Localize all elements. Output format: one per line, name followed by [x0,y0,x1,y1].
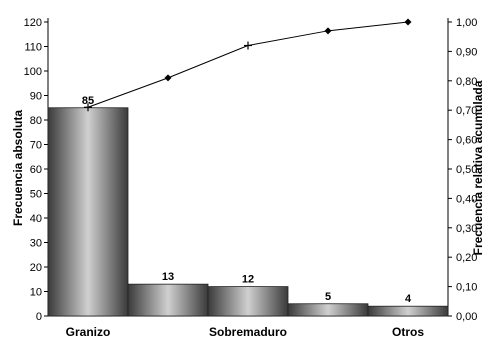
y2-tick-label: 1,00 [456,17,477,29]
bar-2 [127,283,209,317]
y-tick-label: 120 [24,17,42,29]
cumulative-marker [404,18,412,26]
cumulative-marker [164,74,172,82]
y2-tick-label: 0,70 [456,105,477,117]
bar-3 [207,286,289,317]
y-tick-label: 110 [24,42,42,54]
bar-4 [287,303,369,317]
y2-tick-label: 0,90 [456,46,477,58]
y-tick-label: 50 [30,189,42,201]
y-tick-label: 90 [30,91,42,103]
x-category-label: Sobremaduro [209,325,287,339]
bar-5 [367,305,449,317]
data-label: 85 [82,95,94,107]
y-tick-label: 10 [30,287,42,299]
y-tick-label: 40 [30,213,42,225]
y-tick-label: 20 [30,262,42,274]
y2-tick-label: 0,10 [456,282,477,294]
y-tick-label: 80 [30,115,42,127]
y-tick-label: 100 [24,66,42,78]
y2-tick-label: 0,40 [456,193,477,205]
cumulative-line [87,21,409,108]
y2-tick-label: 0,30 [456,223,477,235]
x-category-label: Otros [392,325,424,339]
y-tick-label: 70 [30,140,42,152]
bar-1 [47,107,129,317]
x-category-label: Granizo [66,325,111,339]
data-label: 5 [325,291,331,303]
y2-tick-label: 0,60 [456,135,477,147]
y2-tick-label: 0,20 [456,252,477,264]
data-label: 12 [242,274,254,286]
y2-axis-title: Frecuencia relativa acumulada [471,80,485,255]
y2-tick-label: 0,50 [456,164,477,176]
y2-tick-label: 0,80 [456,76,477,88]
y-axis-title: Frecuencia absoluta [11,110,25,226]
y-tick-label: 0 [36,311,42,323]
y-tick-label: 60 [30,164,42,176]
data-label: 13 [162,271,174,283]
data-label: 4 [405,293,412,305]
y-tick-label: 30 [30,238,42,250]
y2-tick-label: 0,00 [456,311,477,323]
cumulative-marker [324,27,332,35]
